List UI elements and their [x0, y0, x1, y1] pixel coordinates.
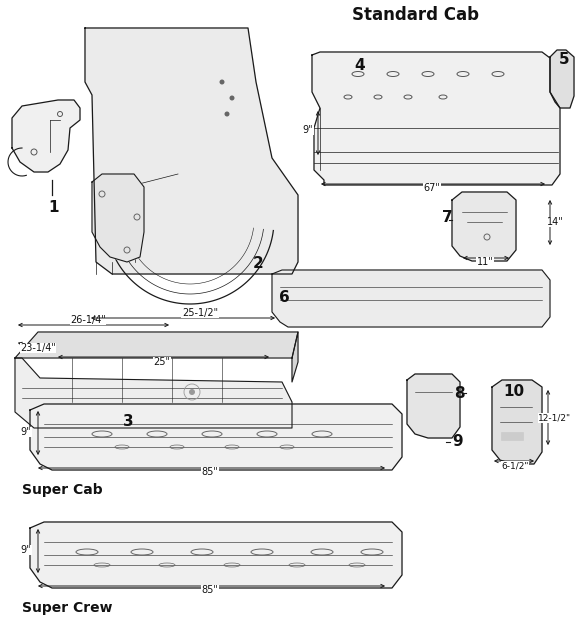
Text: 3: 3	[123, 414, 134, 430]
Text: 12-1/2": 12-1/2"	[539, 413, 572, 423]
Text: 85": 85"	[202, 467, 218, 477]
Text: 5: 5	[559, 53, 569, 67]
Text: 6: 6	[279, 290, 290, 305]
Text: 6-1/2": 6-1/2"	[501, 462, 529, 470]
Circle shape	[229, 95, 235, 100]
Polygon shape	[312, 52, 560, 185]
Text: 1: 1	[49, 200, 60, 215]
Polygon shape	[15, 332, 298, 358]
Text: 23-1/4": 23-1/4"	[20, 343, 56, 353]
Polygon shape	[12, 100, 80, 172]
Text: 8: 8	[454, 386, 464, 401]
Circle shape	[220, 80, 224, 85]
Text: Super Crew: Super Crew	[22, 601, 113, 615]
Polygon shape	[85, 28, 298, 274]
Polygon shape	[550, 50, 574, 108]
Polygon shape	[407, 374, 460, 438]
Polygon shape	[30, 522, 402, 588]
Text: 9: 9	[453, 435, 464, 450]
Polygon shape	[272, 270, 550, 327]
Polygon shape	[452, 192, 516, 261]
Text: Super Cab: Super Cab	[22, 483, 103, 497]
Text: 9": 9"	[21, 427, 31, 437]
Text: 10: 10	[503, 384, 525, 399]
Text: 11": 11"	[477, 257, 494, 267]
Bar	[501, 432, 523, 440]
Text: 14": 14"	[547, 217, 564, 227]
Polygon shape	[492, 380, 542, 464]
Polygon shape	[292, 332, 298, 382]
Circle shape	[224, 112, 229, 117]
Text: 2: 2	[253, 256, 264, 271]
Text: 25": 25"	[154, 357, 171, 367]
Text: 4: 4	[355, 58, 365, 72]
Polygon shape	[30, 404, 402, 470]
Polygon shape	[15, 358, 292, 428]
Circle shape	[189, 389, 195, 395]
Text: 67": 67"	[424, 183, 440, 193]
Text: 26-1/4": 26-1/4"	[70, 315, 106, 325]
Text: 9": 9"	[21, 545, 31, 555]
Text: 7: 7	[442, 210, 453, 225]
Text: 85": 85"	[202, 585, 218, 595]
Text: 25-1/2": 25-1/2"	[182, 308, 218, 318]
Text: 9": 9"	[303, 125, 313, 135]
Polygon shape	[92, 174, 144, 262]
Text: Standard Cab: Standard Cab	[351, 6, 479, 24]
